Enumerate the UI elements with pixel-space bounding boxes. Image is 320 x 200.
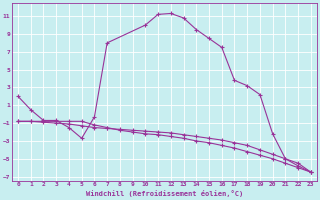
X-axis label: Windchill (Refroidissement éolien,°C): Windchill (Refroidissement éolien,°C) — [86, 190, 243, 197]
